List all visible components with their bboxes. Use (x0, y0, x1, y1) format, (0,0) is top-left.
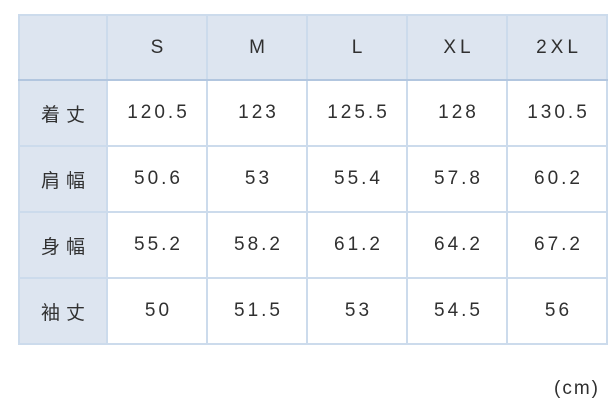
measurement-cell: 50.6 (106, 145, 208, 213)
table-row-shoulder-width: 肩幅 50.6 53 55.4 57.8 60.2 (18, 145, 608, 213)
column-header-l: L (306, 14, 408, 81)
measurement-cell: 64.2 (406, 211, 508, 279)
measurement-cell: 67.2 (506, 211, 608, 279)
row-label-body-width: 身幅 (18, 211, 108, 279)
column-header-m: M (206, 14, 308, 81)
measurement-cell: 61.2 (306, 211, 408, 279)
measurement-cell: 50 (106, 277, 208, 345)
table-row-body-length: 着丈 120.5 123 125.5 128 130.5 (18, 79, 608, 147)
unit-label: (cm) (554, 378, 600, 399)
table-row-body-width: 身幅 55.2 58.2 61.2 64.2 67.2 (18, 211, 608, 279)
row-label-shoulder-width: 肩幅 (18, 145, 108, 213)
measurement-cell: 60.2 (506, 145, 608, 213)
measurement-cell: 51.5 (206, 277, 308, 345)
column-header-2xl: 2XL (506, 14, 608, 81)
size-chart-table: S M L XL 2XL 着丈 120.5 123 125.5 128 130.… (18, 14, 608, 345)
row-label-body-length: 着丈 (18, 79, 108, 147)
header-row: S M L XL 2XL (18, 14, 608, 81)
measurement-cell: 125.5 (306, 79, 408, 147)
measurement-cell: 53 (206, 145, 308, 213)
corner-cell (18, 14, 108, 81)
measurement-cell: 130.5 (506, 79, 608, 147)
measurement-cell: 58.2 (206, 211, 308, 279)
row-label-sleeve-length: 袖丈 (18, 277, 108, 345)
table-row-sleeve-length: 袖丈 50 51.5 53 54.5 56 (18, 277, 608, 345)
measurement-cell: 54.5 (406, 277, 508, 345)
column-header-s: S (106, 14, 208, 81)
measurement-cell: 123 (206, 79, 308, 147)
measurement-cell: 128 (406, 79, 508, 147)
measurement-cell: 55.2 (106, 211, 208, 279)
column-header-xl: XL (406, 14, 508, 81)
measurement-cell: 53 (306, 277, 408, 345)
measurement-cell: 56 (506, 277, 608, 345)
measurement-cell: 57.8 (406, 145, 508, 213)
measurement-cell: 120.5 (106, 79, 208, 147)
measurement-cell: 55.4 (306, 145, 408, 213)
